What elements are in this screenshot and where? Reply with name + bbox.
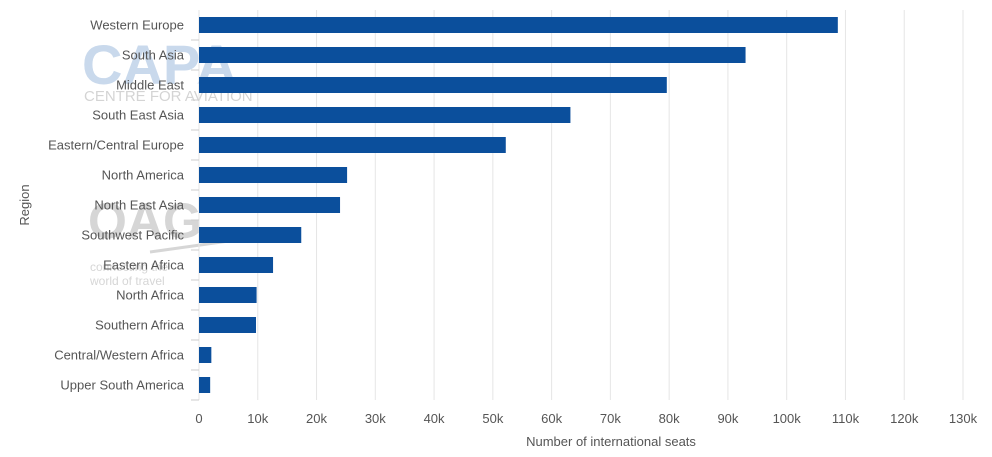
category-label: North East Asia [94, 198, 184, 213]
y-axis-title: Region [17, 184, 32, 225]
x-tick-label: 40k [424, 411, 445, 426]
x-tick-label: 50k [482, 411, 503, 426]
x-tick-label: 20k [306, 411, 327, 426]
bar [199, 347, 212, 363]
bar [199, 377, 211, 393]
x-tick-label: 130k [949, 411, 978, 426]
x-tick-label: 30k [365, 411, 386, 426]
x-tick-label: 70k [600, 411, 621, 426]
category-label: Southwest Pacific [81, 228, 184, 243]
bar [199, 107, 571, 123]
x-tick-labels: 0 10k 20k 30k 40k 50k 60k 70k 80k 90k 100k 110k 120k… [195, 411, 977, 426]
x-tick-label: 110k [832, 411, 860, 426]
bar [199, 17, 838, 33]
bar [199, 77, 667, 93]
bar [199, 227, 302, 243]
bar [199, 47, 746, 63]
bar [199, 197, 341, 213]
category-label: Upper South America [60, 378, 184, 393]
x-tick-label: 120k [890, 411, 919, 426]
oag-tagline-2-watermark: world of travel [89, 274, 165, 288]
bar [199, 257, 274, 273]
category-label: Southern Africa [95, 318, 185, 333]
x-tick-label: 0 [195, 411, 202, 426]
x-tick-label: 60k [541, 411, 562, 426]
category-label: Central/Western Africa [54, 348, 185, 363]
category-label: Middle East [116, 78, 184, 93]
x-axis-title: Number of international seats [526, 434, 696, 449]
x-tick-label: 100k [773, 411, 802, 426]
bar [199, 317, 257, 333]
oag-logo-watermark: OAG [88, 193, 202, 249]
category-label: Eastern/Central Europe [48, 138, 184, 153]
oag-tagline-1-watermark: connecting the [90, 260, 168, 274]
category-label: North Africa [116, 288, 185, 303]
category-label: Western Europe [90, 18, 184, 33]
category-labels: Western Europe South Asia Middle East South… [48, 18, 185, 393]
category-label: South East Asia [92, 108, 185, 123]
bar [199, 137, 506, 153]
bar [199, 287, 257, 303]
x-tick-label: 10k [247, 411, 268, 426]
category-label: North America [102, 168, 185, 183]
x-tick-label: 90k [717, 411, 738, 426]
category-label: South Asia [122, 48, 185, 63]
x-tick-label: 80k [659, 411, 680, 426]
watermark-group: CAPA CENTRE FOR AVIATION OAG connecting … [82, 33, 253, 288]
category-label: Eastern Africa [103, 258, 185, 273]
bar [199, 167, 348, 183]
bars [199, 17, 838, 393]
